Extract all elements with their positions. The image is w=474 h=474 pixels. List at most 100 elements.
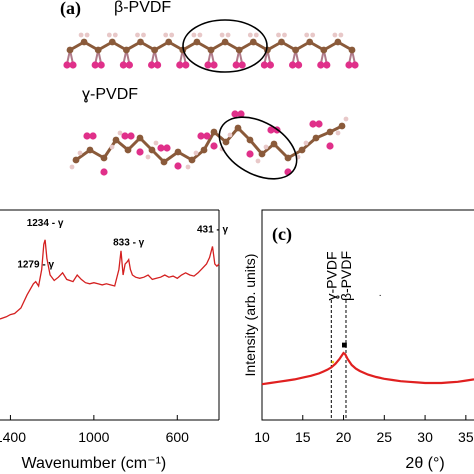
hydrogen-atom	[77, 150, 83, 156]
carbon-atom	[123, 46, 130, 54]
fluorine-atom	[148, 61, 156, 69]
fluorine-atom	[326, 142, 334, 150]
x-tick-label: 600	[166, 429, 190, 445]
carbon-atom	[326, 128, 334, 136]
carbon-atom	[222, 138, 230, 146]
fluorine-atom	[83, 132, 91, 140]
carbon-atom	[320, 46, 328, 54]
hydrogen-atom	[253, 32, 259, 38]
x-tick-label: 1000	[78, 429, 109, 445]
carbon-atom	[66, 46, 74, 54]
hydrogen-atom	[185, 164, 191, 170]
carbon-atom	[348, 46, 356, 54]
x-tick-label: 30	[417, 429, 433, 445]
carbon-atom	[235, 46, 243, 54]
fluorine-atom	[136, 148, 144, 156]
carbon-atom	[210, 128, 218, 136]
beta-highlight-ellipse	[182, 19, 268, 73]
phase-annotation: ɣ-PVDF	[323, 251, 339, 300]
hydrogen-atom	[145, 154, 151, 160]
carbon-atom	[306, 38, 314, 46]
hydrogen-atom	[112, 32, 118, 38]
carbon-atom	[221, 38, 229, 46]
fluorine-atom	[157, 144, 165, 152]
carbon-atom	[136, 134, 144, 142]
carbon-atom	[292, 46, 299, 54]
gamma-pvdf-label: ɣ-PVDF	[82, 86, 139, 103]
hydrogen-atom	[303, 140, 309, 146]
carbon-atom	[80, 38, 88, 46]
carbon-atom	[298, 146, 306, 154]
carbon-atom	[165, 38, 173, 46]
hydrogen-atom	[153, 140, 159, 146]
fluorine-atom	[315, 120, 323, 128]
fluorine-atom	[176, 61, 184, 69]
xrd-series-line	[261, 351, 474, 386]
gamma-bond	[102, 139, 118, 159]
fluorine-atom	[127, 132, 135, 140]
hydrogen-atom	[343, 116, 349, 122]
fluorine-atom	[174, 162, 182, 170]
fluorine-atom	[163, 144, 171, 152]
carbon-atom	[284, 154, 292, 162]
x-tick-label: 15	[295, 429, 311, 445]
hydrogen-atom	[69, 164, 75, 170]
hydrogen-atom	[225, 32, 231, 38]
carbon-atom	[174, 148, 182, 156]
fluorine-atom	[232, 61, 240, 69]
fluorine-atom	[266, 61, 274, 69]
peak-annotation: 431 - γ	[197, 224, 229, 235]
hydrogen-atom	[106, 32, 112, 38]
carbon-atom	[278, 38, 285, 46]
fluorine-atom	[63, 61, 71, 69]
carbon-atom	[258, 150, 266, 158]
fluorine-atom	[121, 132, 129, 140]
x-tick-label: 25	[377, 429, 393, 445]
fluorine-atom	[119, 61, 127, 69]
carbon-atom	[200, 146, 208, 154]
carbon-atom	[249, 38, 257, 46]
fluorine-atom	[210, 142, 218, 150]
fluorine-atom	[204, 61, 212, 69]
carbon-atom	[246, 136, 254, 144]
ftir-series-line	[0, 239, 220, 320]
hydrogen-atom	[310, 32, 316, 38]
hydrogen-atom	[332, 32, 338, 38]
x-axis-label: Wavenumber (cm⁻¹)	[21, 455, 166, 472]
fluorine-atom	[295, 61, 303, 69]
carbon-atom	[338, 122, 346, 130]
hydrogen-atom	[78, 32, 84, 38]
hydrogen-atom	[197, 32, 203, 38]
phase-annotation: β-PVDF	[338, 251, 354, 301]
fluorine-atom	[154, 61, 162, 69]
carbon-atom	[108, 38, 116, 46]
hydrogen-atom	[117, 130, 123, 136]
carbon-atom	[270, 140, 278, 148]
carbon-atom	[112, 136, 120, 144]
fluorine-atom	[100, 168, 108, 176]
fluorine-atom	[69, 61, 77, 69]
fluorine-atom	[182, 61, 190, 69]
fluorine-atom	[238, 61, 246, 69]
carbon-atom	[137, 38, 144, 46]
molecule-structures	[63, 19, 359, 180]
hydrogen-atom	[84, 32, 90, 38]
x-axis-label: 2θ (°)	[405, 455, 444, 472]
carbon-atom	[72, 156, 80, 164]
carbon-atom	[207, 46, 215, 54]
fluorine-atom	[91, 61, 99, 69]
beta-pvdf-label: β-PVDF	[114, 0, 172, 16]
peak-annotation: 833 - γ	[113, 238, 145, 249]
hydrogen-atom	[276, 32, 281, 38]
hydrogen-atom	[335, 130, 341, 136]
fluorine-atom	[289, 61, 297, 69]
y-axis-label: Intensity (arb. units)	[242, 254, 258, 377]
carbon-atom	[234, 124, 242, 132]
hydrogen-atom	[338, 32, 344, 38]
x-tick-label: 20	[336, 429, 352, 445]
hydrogen-atom	[263, 144, 269, 150]
hydrogen-atom	[163, 32, 169, 38]
gamma-bond	[202, 131, 216, 151]
beta-chain-atoms	[63, 32, 359, 69]
